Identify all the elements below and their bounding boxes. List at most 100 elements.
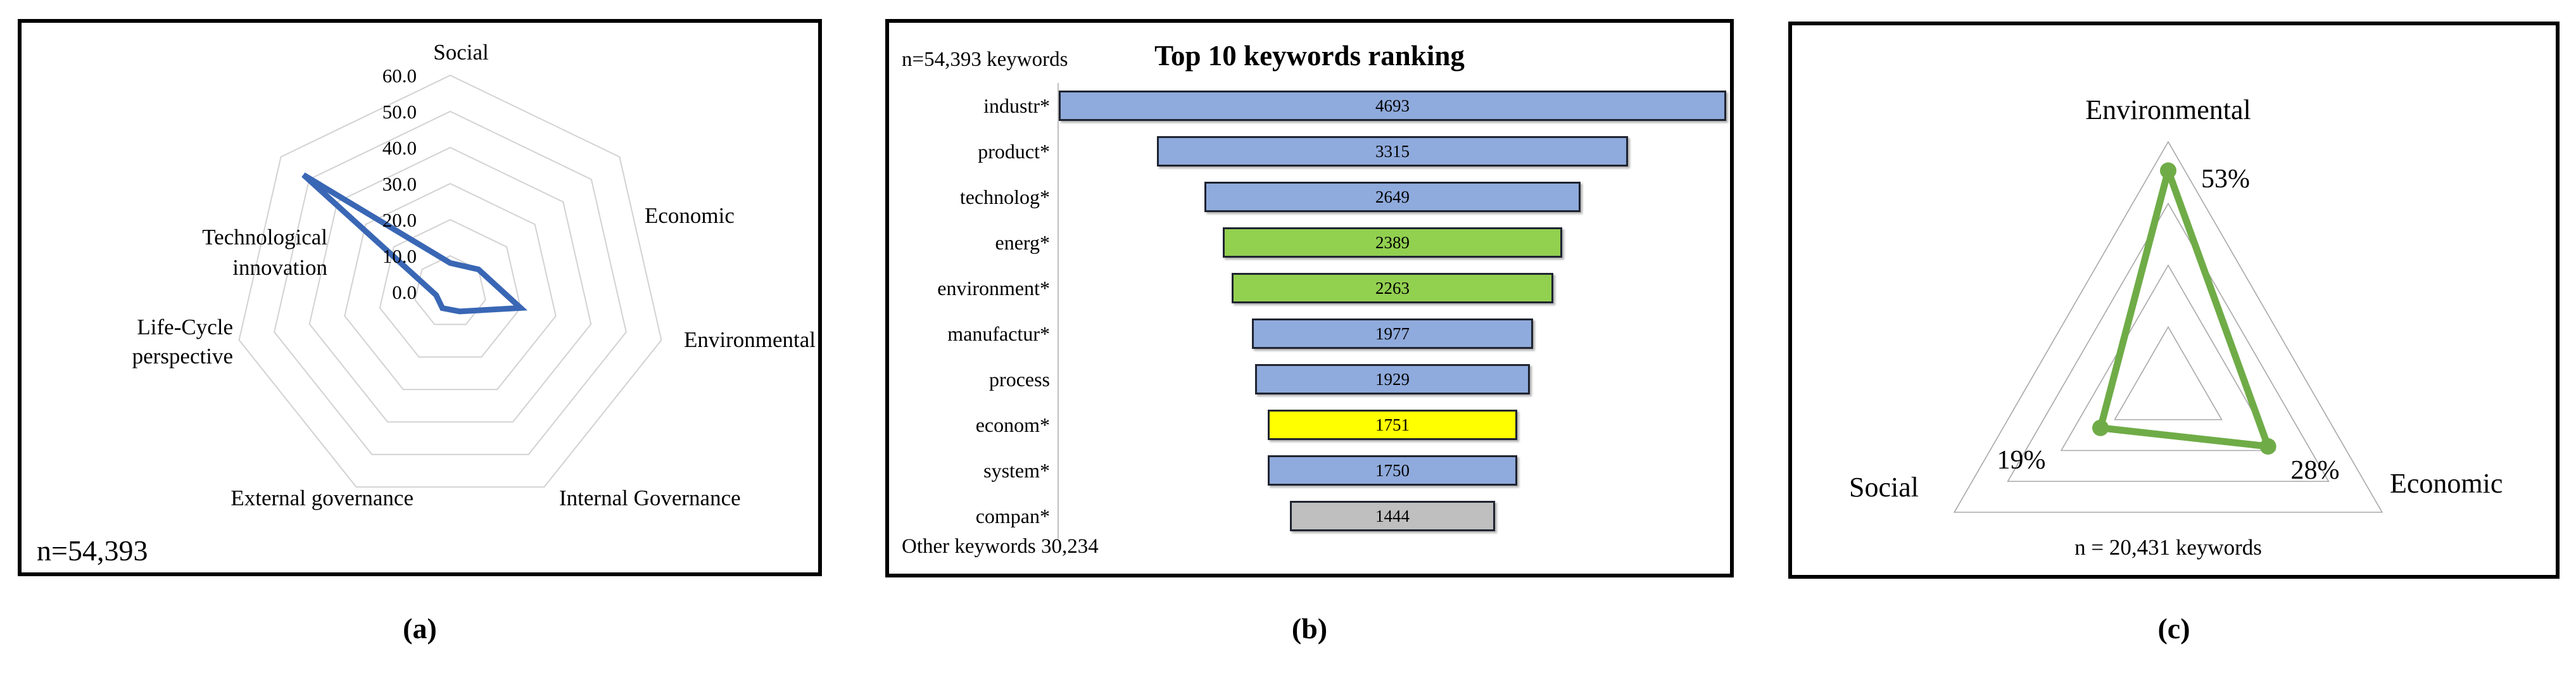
radar-grid-ring bbox=[2060, 264, 2276, 451]
bar-category-label: process bbox=[989, 367, 1050, 391]
radar-data-point bbox=[2259, 438, 2276, 455]
panel-a-radar-seven-dimensions: 0.0 10.0 20.0 30.0 40.0 50.0 60.0 Social Economi… bbox=[18, 19, 822, 576]
bar: 3315 bbox=[1156, 136, 1629, 167]
bar-category-label: system* bbox=[983, 458, 1050, 482]
bar-track: 1977 bbox=[1058, 311, 1726, 356]
bar-row: industr* 4693 bbox=[889, 83, 1730, 129]
bar-value-label: 1750 bbox=[1375, 460, 1410, 480]
bar-value-label: 3315 bbox=[1375, 141, 1410, 161]
sample-size-label-b: n=54,393 keywords bbox=[902, 48, 1068, 71]
bar-value-label: 2389 bbox=[1375, 232, 1410, 252]
chart-title: Top 10 keywords ranking bbox=[1154, 40, 1465, 72]
bar-value-label: 1751 bbox=[1375, 415, 1410, 434]
sample-size-label-a: n=54,393 bbox=[37, 534, 148, 567]
panel-c-radar-tbl-shares: Environmental Economic Social 53% 28% 19% n = … bbox=[1788, 22, 2560, 579]
radar-axis-label: Internal Governance bbox=[559, 486, 741, 510]
radar-axis-label: perspective bbox=[132, 344, 233, 369]
bar-category-label: econom* bbox=[975, 413, 1050, 436]
radar-tick-label: 30.0 bbox=[382, 173, 417, 195]
bar: 2263 bbox=[1231, 273, 1554, 303]
bar: 1444 bbox=[1289, 501, 1496, 531]
bar-category-label: technolog* bbox=[959, 185, 1050, 208]
radar-grid-ring bbox=[238, 74, 662, 488]
radar-axis-label: Economic bbox=[2390, 468, 2503, 499]
bar-category-label: environment* bbox=[937, 276, 1050, 299]
radar-axis-label: Technological bbox=[202, 225, 327, 249]
bar-track: 1929 bbox=[1058, 356, 1726, 402]
bar-track: 1750 bbox=[1058, 448, 1726, 493]
radar-chart-dimensions: 0.0 10.0 20.0 30.0 40.0 50.0 60.0 Social Economi… bbox=[132, 40, 816, 510]
bar-category-label: compan* bbox=[975, 504, 1050, 527]
sample-size-label-c: n = 20,431 keywords bbox=[2074, 535, 2262, 560]
bar: 1977 bbox=[1252, 318, 1533, 349]
radar-tick-label: 10.0 bbox=[382, 245, 417, 267]
bar-track: 3315 bbox=[1058, 129, 1726, 174]
radar-tick-label: 20.0 bbox=[382, 209, 417, 231]
bar-row: environment* 2263 bbox=[889, 265, 1730, 311]
radar-axis-label: Environmental bbox=[2085, 94, 2251, 125]
bar-track: 1751 bbox=[1058, 402, 1726, 448]
panel-b-top10-keywords-bar-chart: n=54,393 keywords Top 10 keywords rankin… bbox=[885, 19, 1734, 577]
bar: 4693 bbox=[1059, 91, 1726, 121]
radar-data-point bbox=[2092, 419, 2109, 436]
radar-axis-label: Environmental bbox=[684, 327, 816, 352]
other-keywords-label: Other keywords 30,234 bbox=[902, 535, 1099, 558]
bar-track: 1444 bbox=[1058, 493, 1726, 539]
bar-track: 2389 bbox=[1058, 220, 1726, 265]
bar-row: compan* 1444 bbox=[889, 493, 1730, 539]
radar-grid-ring bbox=[414, 255, 486, 325]
radar-axis-label: External governance bbox=[230, 486, 414, 510]
radar-tick-label: 60.0 bbox=[382, 65, 417, 87]
radar-grid-ring bbox=[274, 110, 627, 455]
bar-row: manufactur* 1977 bbox=[889, 311, 1730, 356]
bar-row: energ* 2389 bbox=[889, 220, 1730, 265]
bar-category-label: industr* bbox=[983, 94, 1050, 117]
radar-grid-ring bbox=[308, 146, 592, 423]
bar-value-label: 1444 bbox=[1375, 506, 1410, 526]
radar-data-polygon bbox=[2097, 167, 2272, 450]
bar-track: 2263 bbox=[1058, 265, 1726, 311]
radar-axis-label: Economic bbox=[645, 203, 735, 228]
bar-row: system* 1750 bbox=[889, 448, 1730, 493]
radar-value-label: 53% bbox=[2201, 165, 2250, 194]
caption-c: (c) bbox=[2157, 612, 2190, 645]
bar-category-label: manufactur* bbox=[947, 322, 1050, 345]
bar-track: 2649 bbox=[1058, 174, 1726, 220]
bar: 1929 bbox=[1255, 364, 1530, 394]
bar: 2389 bbox=[1222, 227, 1563, 258]
radar-tick-label: 50.0 bbox=[382, 101, 417, 123]
radar-tick-label: 40.0 bbox=[382, 137, 417, 159]
radar-value-label: 19% bbox=[1997, 446, 2046, 475]
radar-data-point bbox=[2160, 162, 2176, 179]
caption-a: (a) bbox=[403, 612, 437, 645]
radar-axis-label: innovation bbox=[232, 255, 327, 280]
bar-category-label: energ* bbox=[995, 230, 1050, 254]
bar-row: technolog* 2649 bbox=[889, 174, 1730, 220]
bar-value-label: 1977 bbox=[1375, 324, 1410, 343]
bar: 2649 bbox=[1204, 182, 1581, 212]
radar-axis-label: Life-Cycle bbox=[137, 315, 233, 339]
bar-value-label: 1929 bbox=[1375, 369, 1410, 389]
bar-rows-container: industr* 4693 product* 3315 technolog* 2649 en… bbox=[889, 83, 1730, 539]
radar-grid-ring bbox=[344, 182, 557, 391]
bar-row: econom* 1751 bbox=[889, 402, 1730, 448]
radar-value-label: 28% bbox=[2291, 456, 2340, 485]
radar-grid-ring bbox=[2007, 202, 2330, 482]
radar-tick-label: 0.0 bbox=[392, 281, 417, 303]
bar: 1751 bbox=[1268, 410, 1517, 440]
radar-grid-ring bbox=[1953, 141, 2383, 513]
radar-data-polygon bbox=[301, 172, 528, 315]
bar-track: 4693 bbox=[1058, 83, 1726, 129]
radar-axis-label: Social bbox=[433, 40, 489, 65]
bar-row: process 1929 bbox=[889, 356, 1730, 402]
radar-axis-label: Social bbox=[1849, 472, 1919, 503]
radar-chart-tbl-shares: Environmental Economic Social 53% 28% 19% n = … bbox=[1849, 94, 2503, 560]
bar-value-label: 2263 bbox=[1375, 278, 1410, 298]
bar-row: product* 3315 bbox=[889, 129, 1730, 174]
bar-category-label: product* bbox=[978, 139, 1050, 163]
bar-value-label: 2649 bbox=[1375, 187, 1410, 206]
bar-value-label: 4693 bbox=[1375, 96, 1410, 115]
radar-grid-ring bbox=[2114, 325, 2223, 420]
bar: 1750 bbox=[1268, 455, 1517, 486]
caption-b: (b) bbox=[1291, 612, 1328, 645]
